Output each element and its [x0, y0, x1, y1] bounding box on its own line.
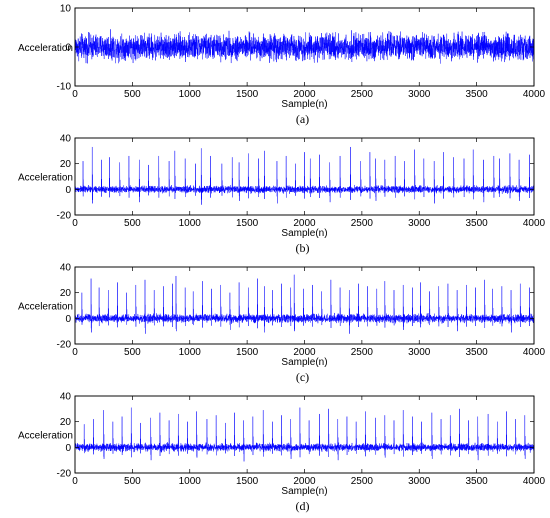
- x-tick-label-b: 1500: [236, 218, 259, 229]
- y-tick-label-c: 40: [60, 263, 72, 274]
- x-tick-label-c: 500: [124, 347, 141, 358]
- x-tick-label-b: 500: [124, 218, 141, 229]
- y-tick-label-d: 40: [60, 392, 72, 403]
- x-tick-label-a: 1000: [179, 89, 202, 100]
- x-tick-label-a: 0: [72, 89, 78, 100]
- x-tick-label-b: 2000: [293, 218, 316, 229]
- panel-caption-c: (c): [296, 370, 309, 384]
- x-tick-label-c: 3500: [466, 347, 489, 358]
- y-tick-label-b: -20: [57, 211, 72, 222]
- y-tick-label-d: 0: [65, 443, 71, 454]
- plot-area-d: [74, 395, 535, 474]
- panel-caption-a: (a): [296, 112, 309, 126]
- x-tick-label-d: 2000: [293, 476, 316, 487]
- x-axis-label-c: Sample(n): [281, 357, 327, 368]
- y-tick-label-a: 10: [60, 4, 72, 15]
- panel-caption-b: (b): [296, 241, 310, 255]
- chart-panel-a: Acceleration Sample(n) (a) 0 500 1000 1500 2…: [18, 4, 546, 127]
- x-tick-label-c: 4000: [523, 347, 546, 358]
- x-tick-label-b: 3500: [466, 218, 489, 229]
- y-axis-label-d: Acceleration: [18, 431, 73, 442]
- x-tick-label-d: 2500: [351, 476, 374, 487]
- y-tick-label-b: 0: [65, 185, 71, 196]
- y-tick-label-d: 20: [60, 417, 72, 428]
- x-tick-label-b: 4000: [523, 218, 546, 229]
- x-tick-label-b: 0: [72, 218, 78, 229]
- y-tick-label-a: -10: [57, 82, 72, 93]
- y-tick-label-b: 40: [60, 134, 72, 145]
- x-axis-label-d: Sample(n): [281, 486, 327, 497]
- x-tick-label-c: 2000: [293, 347, 316, 358]
- chart-panel-b: Acceleration Sample(n) (b) 0 500 1000 1500 2…: [18, 134, 546, 256]
- x-tick-label-c: 2500: [351, 347, 374, 358]
- x-tick-label-d: 3500: [466, 476, 489, 487]
- x-tick-label-b: 3000: [408, 218, 431, 229]
- signal-line-c: [74, 274, 535, 334]
- y-tick-label-d: -20: [57, 469, 72, 480]
- x-tick-label-a: 3500: [466, 89, 489, 100]
- y-axis-label-a: Acceleration: [18, 43, 73, 54]
- x-tick-label-a: 2000: [293, 89, 316, 100]
- x-tick-label-d: 4000: [523, 476, 546, 487]
- y-tick-label-c: 20: [60, 288, 72, 299]
- panel-caption-d: (d): [296, 499, 310, 513]
- x-tick-label-b: 2500: [351, 218, 374, 229]
- y-tick-label-c: 0: [65, 314, 71, 325]
- y-axis-label-b: Acceleration: [18, 173, 73, 184]
- x-tick-label-a: 500: [124, 89, 141, 100]
- x-tick-label-c: 3000: [408, 347, 431, 358]
- x-tick-label-b: 1000: [179, 218, 202, 229]
- plot-area-c: [74, 266, 535, 345]
- x-axis-label-b: Sample(n): [281, 228, 327, 239]
- x-tick-label-a: 2500: [351, 89, 374, 100]
- x-axis-label-a: Sample(n): [281, 99, 327, 110]
- chart-panel-d: Acceleration Sample(n) (d) 0 500 1000 1500 2…: [18, 392, 546, 514]
- signal-line-d: [74, 407, 535, 462]
- x-tick-label-c: 1000: [179, 347, 202, 358]
- signal-line-a: [74, 29, 535, 64]
- x-tick-label-a: 1500: [236, 89, 259, 100]
- y-axis-label-c: Acceleration: [18, 302, 73, 313]
- x-tick-label-d: 1500: [236, 476, 259, 487]
- x-tick-label-d: 0: [72, 476, 78, 487]
- y-tick-label-b: 20: [60, 159, 72, 170]
- x-tick-label-a: 3000: [408, 89, 431, 100]
- x-tick-label-a: 4000: [523, 89, 546, 100]
- x-tick-label-c: 0: [72, 347, 78, 358]
- x-tick-label-c: 1500: [236, 347, 259, 358]
- x-tick-label-d: 3000: [408, 476, 431, 487]
- y-tick-label-c: -20: [57, 340, 72, 351]
- x-tick-label-d: 1000: [179, 476, 202, 487]
- signal-line-b: [74, 146, 535, 205]
- chart-panel-c: Acceleration Sample(n) (c) 0 500 1000 1500 2…: [18, 263, 546, 385]
- y-tick-label-a: 0: [65, 43, 71, 54]
- x-tick-label-d: 500: [124, 476, 141, 487]
